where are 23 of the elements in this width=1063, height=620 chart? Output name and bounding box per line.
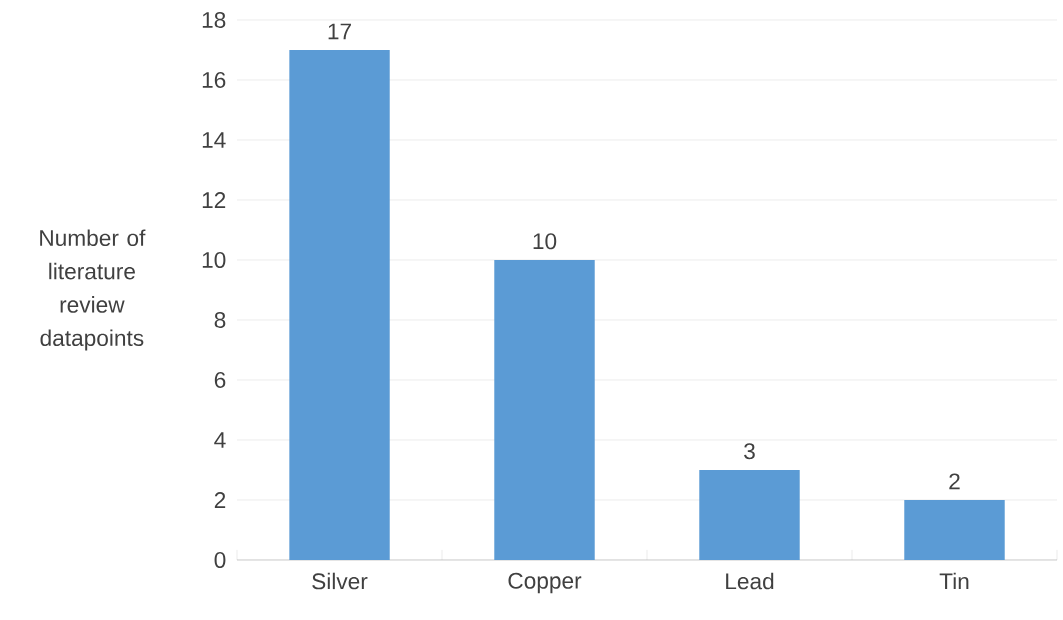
x-tick-label: Tin [939,572,969,590]
y-tick-label: 10 [202,251,226,269]
y-tick-label: 0 [214,551,226,569]
x-tick-label: Copper [508,572,582,594]
data-label: 10 [533,233,557,250]
y-tick-label: 4 [214,432,226,448]
bar [904,499,1005,560]
y-tick-label: 12 [202,192,226,208]
y-tick-label: 14 [202,132,226,148]
data-label: 17 [328,23,351,40]
y-tick-label: 18 [202,11,226,29]
bar [699,469,800,560]
y-tick-label: 16 [202,71,226,89]
x-tick-label: Silver [312,572,368,590]
y-tick-label: 2 [214,492,226,508]
y-tick-label: 6 [214,371,226,389]
data-label: 3 [744,443,755,460]
y-tick-label: 8 [214,311,226,329]
x-tick-label: Lead [726,572,774,590]
bar [494,259,595,560]
data-label: 2 [949,473,960,490]
y-axis-title: Number of literature review datapoints [40,229,146,351]
bar [289,49,390,560]
